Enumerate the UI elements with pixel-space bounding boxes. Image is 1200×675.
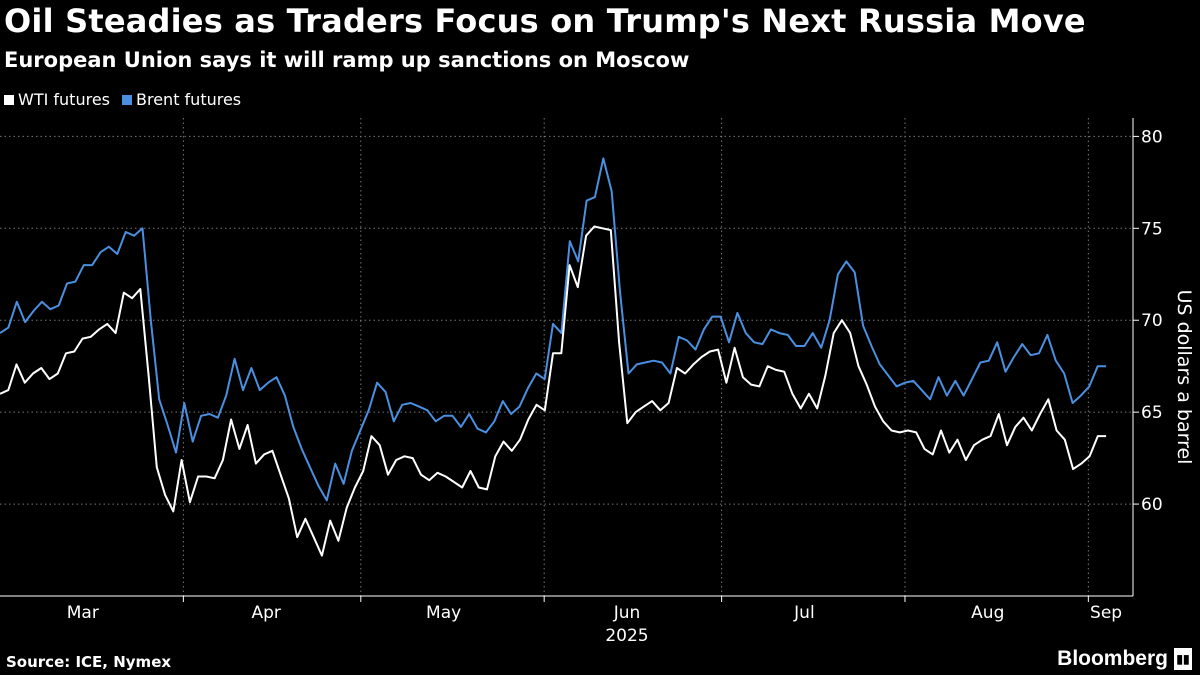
brand-name: Bloomberg <box>1057 647 1168 670</box>
x-year-label: 2025 <box>605 626 648 646</box>
x-tick-label-aug: Aug <box>971 603 1004 623</box>
chart-title: Oil Steadies as Traders Focus on Trump's… <box>4 2 1086 40</box>
x-tick-label-sep: Sep <box>1090 603 1122 623</box>
y-tick-label-65: 65 <box>1141 403 1163 423</box>
x-tick-label-mar: Mar <box>67 603 99 623</box>
y-tick-label-75: 75 <box>1141 219 1163 239</box>
legend-label-brent: Brent futures <box>136 90 242 109</box>
source-note: Source: ICE, Nymex <box>6 653 172 671</box>
legend: WTI futures Brent futures <box>4 90 241 109</box>
chart-subtitle: European Union says it will ramp up sanc… <box>4 48 690 72</box>
legend-swatch-wti <box>4 94 14 105</box>
x-tick-label-jul: Jul <box>793 603 815 623</box>
bloomberg-logo: Bloomberg ▮▮ <box>1057 647 1192 671</box>
series-line-wti <box>0 225 1107 557</box>
legend-label-wti: WTI futures <box>18 90 110 109</box>
y-tick-label-70: 70 <box>1141 311 1163 331</box>
series-line-brent <box>0 157 1107 502</box>
y-tick-label-80: 80 <box>1141 127 1163 147</box>
y-tick-label-60: 60 <box>1141 495 1163 515</box>
legend-item-brent: Brent futures <box>122 90 241 109</box>
legend-swatch-brent <box>122 94 132 105</box>
bloomberg-terminal-icon: ▮▮ <box>1174 648 1192 670</box>
x-tick-label-jun: Jun <box>613 603 641 623</box>
y-axis-title: US dollars a barrel <box>1173 290 1195 465</box>
x-tick-label-apr: Apr <box>251 603 280 623</box>
legend-item-wti: WTI futures <box>4 90 110 109</box>
x-tick-label-may: May <box>426 603 461 623</box>
